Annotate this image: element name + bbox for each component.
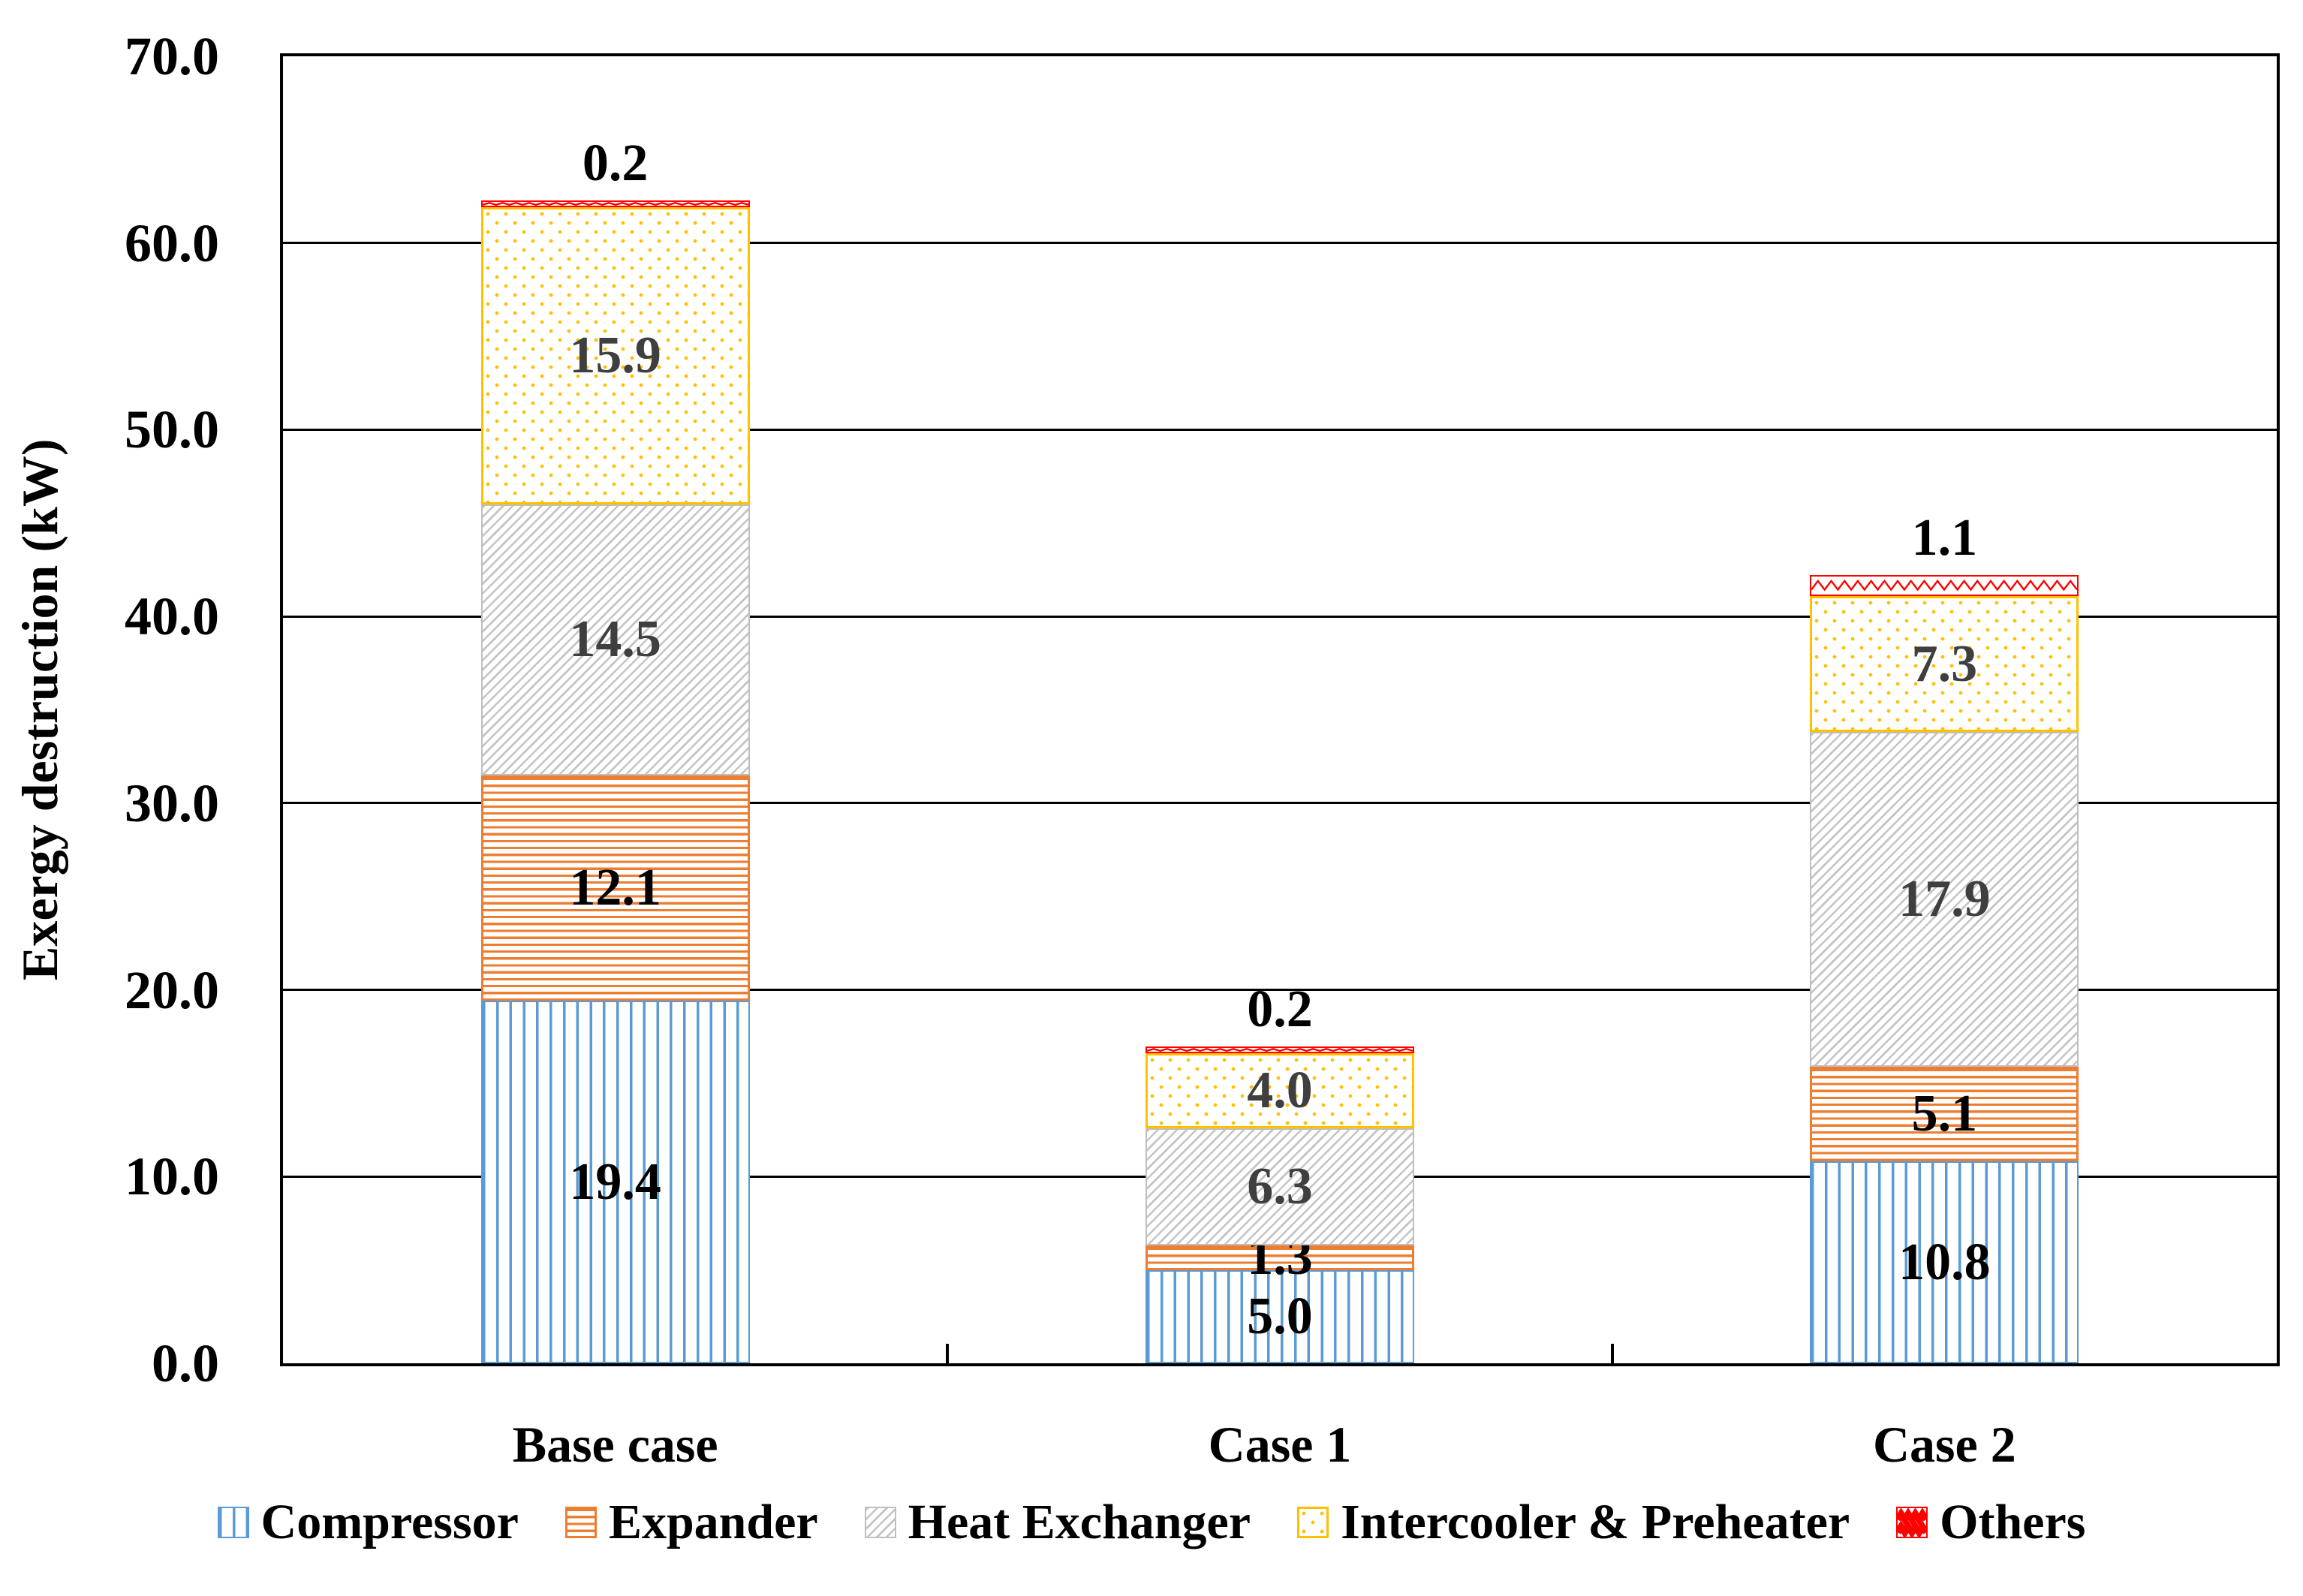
legend-item-others: Others xyxy=(1896,1498,2085,1547)
y-tick-label: 70.0 xyxy=(125,26,219,86)
bar-segment-others xyxy=(1810,575,2079,596)
y-tick-label: 20.0 xyxy=(125,959,219,1020)
legend: Compressor Expander Heat Exchanger Intercoo… xyxy=(0,1492,2303,1552)
y-tick-label: 50.0 xyxy=(125,399,219,460)
bar-segment-heat-exchanger xyxy=(1810,732,2079,1067)
category-label: Case 2 xyxy=(1872,1416,2016,1473)
y-axis-tick-labels: 0.0 10.0 20.0 30.0 40.0 50.0 60.0 70.0 xyxy=(0,0,219,1596)
bar-segment-compressor xyxy=(480,1001,750,1363)
legend-label: Others xyxy=(1940,1495,2086,1549)
value-label: 7.3 xyxy=(1911,634,1978,693)
value-label: 12.1 xyxy=(569,859,661,917)
legend-swatch-compressor-icon xyxy=(217,1507,249,1538)
category-label: Base case xyxy=(512,1416,718,1473)
legend-item-compressor: Compressor xyxy=(217,1495,519,1549)
value-label: 17.9 xyxy=(1898,869,1991,928)
category-label: Case 1 xyxy=(1208,1416,1352,1473)
zigzag-pattern-icon xyxy=(483,202,748,206)
value-label: 6.3 xyxy=(1247,1157,1313,1215)
value-label: 4.0 xyxy=(1247,1061,1313,1119)
bar-segment-heat-exchanger xyxy=(1145,1128,1414,1246)
legend-swatch-expander-icon xyxy=(564,1507,597,1538)
value-label: 19.4 xyxy=(569,1152,661,1211)
gridline xyxy=(283,989,2277,992)
value-label: 0.2 xyxy=(1247,980,1313,1039)
legend-item-heat-exchanger: Heat Exchanger xyxy=(864,1495,1251,1549)
gridline xyxy=(283,428,2277,431)
legend-label: Intercooler & Preheater xyxy=(1341,1495,1850,1549)
gridline xyxy=(283,802,2277,805)
value-label: 14.5 xyxy=(569,610,661,669)
bar-segment-heat-exchanger xyxy=(480,504,750,775)
bar-segment-compressor xyxy=(1145,1269,1414,1363)
legend-swatch-intercooler-preheater-icon xyxy=(1297,1507,1329,1538)
x-axis-tick xyxy=(946,1344,950,1363)
legend-item-intercooler-preheater: Intercooler & Preheater xyxy=(1297,1498,1850,1547)
bar-segment-compressor xyxy=(1810,1161,2079,1363)
bar-segment-intercooler-preheater xyxy=(1810,595,2079,733)
zigzag-pattern-icon xyxy=(1811,577,2077,594)
y-tick-label: 10.0 xyxy=(125,1146,219,1207)
y-tick-label: 40.0 xyxy=(125,586,219,647)
legend-label: Heat Exchanger xyxy=(908,1495,1251,1549)
bar-segment-expander xyxy=(480,775,750,1001)
legend-label: Expander xyxy=(608,1495,818,1549)
bar-segment-others xyxy=(1145,1046,1414,1054)
zigzag-pattern-icon xyxy=(1147,1048,1413,1052)
y-tick-label: 0.0 xyxy=(152,1333,219,1393)
zigzag-pattern-icon xyxy=(1898,1508,1926,1537)
y-tick-label: 30.0 xyxy=(125,772,219,833)
legend-swatch-others-icon xyxy=(1896,1507,1928,1538)
legend-swatch-heat-exchanger-icon xyxy=(864,1507,896,1538)
bar-segment-others xyxy=(480,200,750,208)
value-label: 5.0 xyxy=(1247,1287,1313,1345)
value-label: 10.8 xyxy=(1898,1233,1991,1291)
bar-segment-intercooler-preheater xyxy=(1145,1053,1414,1128)
legend-label: Compressor xyxy=(260,1495,519,1549)
x-axis-tick xyxy=(1610,1344,1614,1363)
value-label: 15.9 xyxy=(569,327,661,385)
bar-segment-expander xyxy=(1810,1066,2079,1162)
value-label: 1.1 xyxy=(1911,509,1978,568)
legend-item-expander: Expander xyxy=(564,1495,818,1549)
gridline xyxy=(283,242,2277,245)
bar-segment-expander xyxy=(1145,1245,1414,1270)
y-tick-label: 60.0 xyxy=(125,212,219,273)
value-label: 0.2 xyxy=(582,134,649,193)
plot-area: 19.4 12.1 14.5 15.9 0.2 5.0 1.3 6.3 4.0 0.2 10.8 5.… xyxy=(280,53,2280,1366)
gridline xyxy=(283,615,2277,618)
value-label: 5.1 xyxy=(1911,1084,1978,1143)
bar-segment-intercooler-preheater xyxy=(480,207,750,504)
